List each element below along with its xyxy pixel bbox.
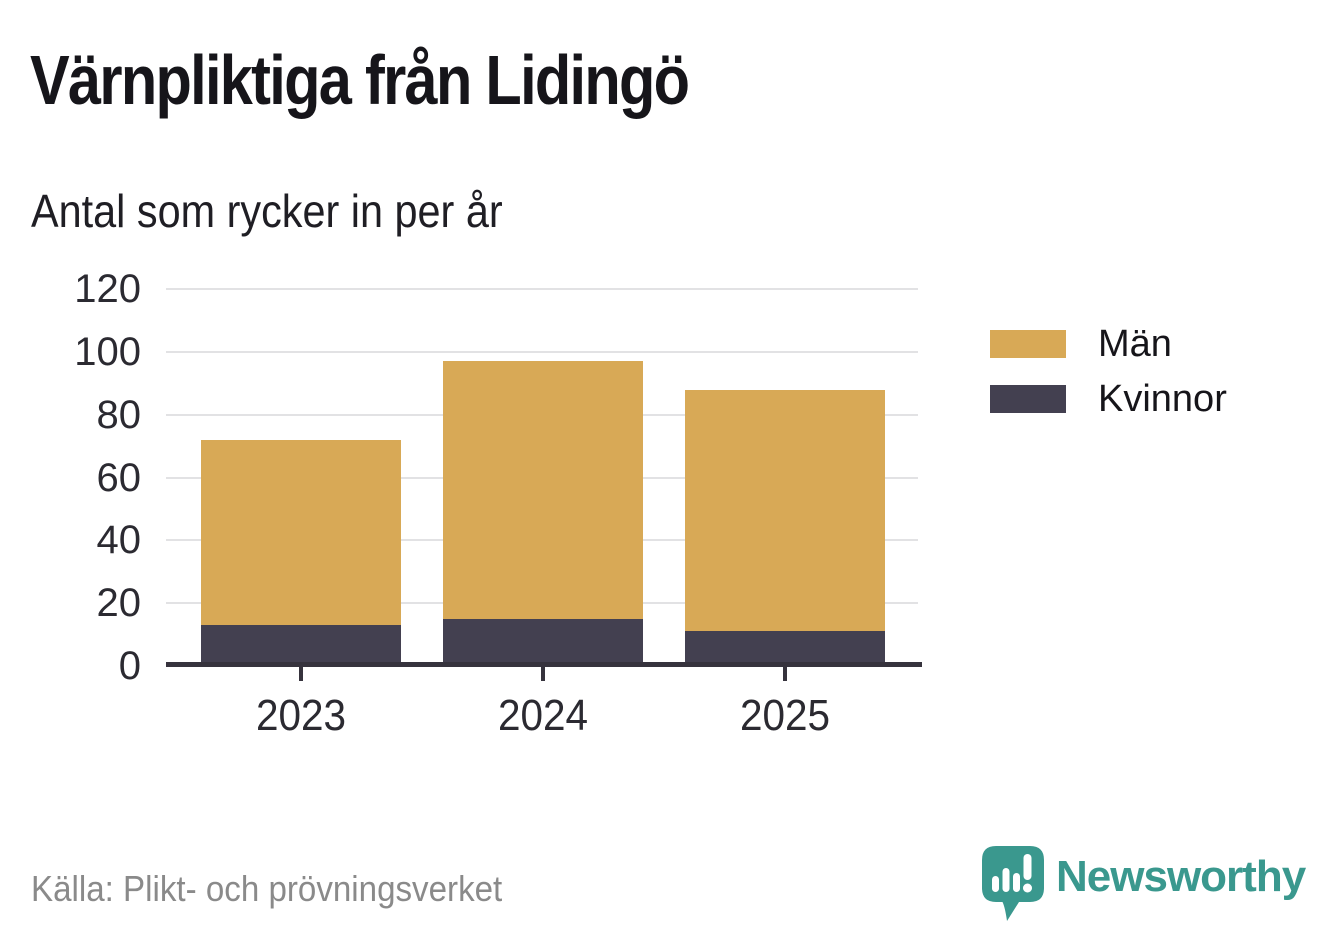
chart-subtitle: Antal som rycker in per år [31, 185, 503, 237]
legend-item-kvinnor: Kvinnor [990, 380, 1227, 418]
legend-label-kvinnor: Kvinnor [1098, 378, 1227, 420]
y-axis-labels: 0 20 40 60 80 100 120 [0, 269, 142, 686]
y-tick-label-40: 40 [96, 518, 142, 563]
bars-layer [180, 289, 906, 666]
y-tick-label-100: 100 [74, 329, 141, 374]
bar-segment-2023-män [200, 439, 401, 626]
brand-name: Newsworthy [1056, 852, 1306, 901]
bar-segment-2023-kvinnor [200, 625, 401, 666]
newsworthy-bubble-icon [982, 846, 1044, 921]
y-tick-label-80: 80 [96, 392, 142, 437]
y-tick-label-0: 0 [118, 644, 141, 688]
legend: Män Kvinnor [990, 325, 1227, 440]
chart-title: Värnpliktiga från Lidingö [30, 41, 690, 119]
y-tick-label-120: 120 [74, 267, 141, 311]
gridline-100 [166, 350, 918, 353]
x-tick-2023 [298, 667, 303, 681]
source-note: Källa: Plikt- och prövningsverket [31, 868, 503, 909]
bar-segment-2025-kvinnor [684, 631, 885, 666]
x-axis-line [166, 662, 922, 667]
legend-swatch-kvinnor [990, 385, 1066, 413]
x-tick-2024 [541, 667, 545, 681]
x-tick-label-2023: 2023 [255, 691, 347, 740]
y-tick-label-20: 20 [96, 581, 142, 626]
newsworthy-logo: Newsworthy [982, 846, 1306, 922]
bar-segment-2025-män [684, 389, 885, 632]
x-axis: 2023 2024 2025 [180, 667, 906, 757]
legend-swatch-män [990, 330, 1066, 358]
bar-segment-2024-män [442, 361, 643, 619]
x-tick-label-2024: 2024 [497, 691, 589, 740]
gridline-120 [166, 288, 918, 290]
x-tick-label-2025: 2025 [739, 691, 831, 740]
x-tick-2025 [783, 667, 787, 681]
legend-label-män: Män [1098, 323, 1172, 365]
bar-segment-2024-kvinnor [442, 618, 643, 666]
y-tick-label-60: 60 [96, 455, 142, 500]
legend-item-män: Män [990, 325, 1227, 363]
